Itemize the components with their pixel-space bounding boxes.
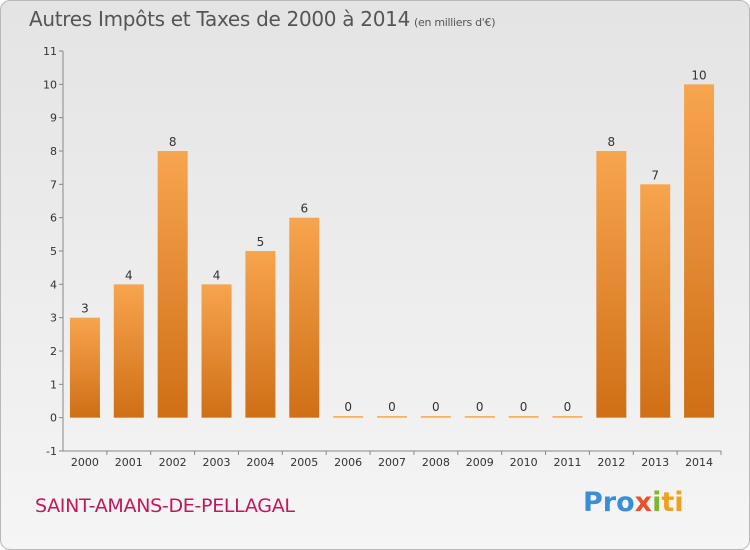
bar-2009[interactable] <box>464 416 495 418</box>
bar-2001[interactable] <box>113 284 144 418</box>
y-tick-label: -1 <box>46 445 57 458</box>
data-label-2009: 0 <box>476 400 484 414</box>
x-tick-label: 2006 <box>334 456 362 469</box>
y-tick-label: 8 <box>50 145 57 158</box>
x-tick-label: 2010 <box>510 456 538 469</box>
data-label-2010: 0 <box>520 400 528 414</box>
bar-2006[interactable] <box>333 416 364 418</box>
commune-name: SAINT-AMANS-DE-PELLAGAL <box>35 495 295 517</box>
bar-2010[interactable] <box>508 416 539 418</box>
x-tick-label: 2008 <box>422 456 450 469</box>
x-tick-label: 2009 <box>466 456 494 469</box>
bar-2002[interactable] <box>157 151 188 418</box>
x-tick-label: 2012 <box>597 456 625 469</box>
y-tick-label: 6 <box>50 212 57 225</box>
data-label-2005: 6 <box>300 202 308 216</box>
bar-2007[interactable] <box>377 416 407 418</box>
bar-2013[interactable] <box>640 184 671 418</box>
y-tick-label: 5 <box>50 245 57 258</box>
x-tick-label: 2005 <box>290 456 318 469</box>
y-tick-label: 0 <box>50 412 57 425</box>
data-label-2004: 5 <box>257 235 265 249</box>
y-tick-label: 9 <box>50 112 57 125</box>
bar-2003[interactable] <box>201 284 232 418</box>
bar-2012[interactable] <box>596 151 627 418</box>
bar-2005[interactable] <box>289 217 320 418</box>
data-label-2001: 4 <box>125 268 133 282</box>
data-label-2000: 3 <box>81 302 89 316</box>
y-tick-label: 2 <box>50 345 57 358</box>
bar-2008[interactable] <box>420 416 451 418</box>
chart-unit: (en milliers d'€) <box>414 16 496 29</box>
bar-2011[interactable] <box>552 416 583 418</box>
bar-2014[interactable] <box>684 84 715 418</box>
y-tick-label: 3 <box>50 312 57 325</box>
x-tick-label: 2013 <box>641 456 669 469</box>
x-tick-label: 2007 <box>378 456 406 469</box>
chart-title-text: Autres Impôts et Taxes de 2000 à 2014 <box>29 7 410 31</box>
y-tick-label: 7 <box>50 178 57 191</box>
chart-title: Autres Impôts et Taxes de 2000 à 2014 (en… <box>29 7 495 31</box>
x-tick-label: 2004 <box>246 456 274 469</box>
data-label-2008: 0 <box>432 400 440 414</box>
y-tick-label: 4 <box>50 278 57 291</box>
y-tick-label: 11 <box>43 45 57 58</box>
y-tick-label: 10 <box>43 78 57 91</box>
x-tick-label: 2011 <box>553 456 581 469</box>
x-tick-label: 2003 <box>203 456 231 469</box>
data-label-2011: 0 <box>564 400 572 414</box>
data-label-2006: 0 <box>344 400 352 414</box>
x-tick-label: 2000 <box>71 456 99 469</box>
bar-2000[interactable] <box>69 317 100 418</box>
y-tick-label: 1 <box>50 378 57 391</box>
data-label-2007: 0 <box>388 400 396 414</box>
x-tick-label: 2002 <box>159 456 187 469</box>
data-label-2002: 8 <box>169 135 177 149</box>
x-tick-label: 2001 <box>115 456 143 469</box>
proxiti-logo[interactable]: Proxiti <box>583 487 684 518</box>
data-label-2014: 10 <box>691 68 706 82</box>
data-label-2013: 7 <box>651 168 659 182</box>
data-label-2003: 4 <box>213 268 221 282</box>
data-label-2012: 8 <box>608 135 616 149</box>
x-tick-label: 2014 <box>685 456 713 469</box>
bar-2004[interactable] <box>245 251 276 418</box>
